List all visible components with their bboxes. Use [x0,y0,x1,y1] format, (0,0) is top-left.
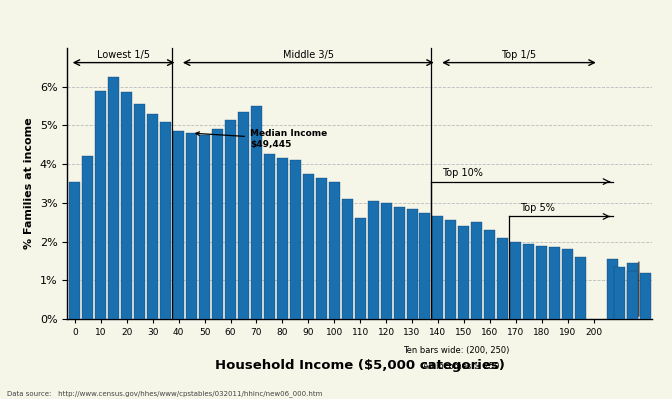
Bar [290,160,301,319]
Bar [368,201,378,319]
Text: Median Income
$49,445: Median Income $49,445 [196,129,327,149]
Text: Middle 3/5: Middle 3/5 [283,49,334,59]
Text: Top 1/5: Top 1/5 [501,49,536,59]
Bar [225,120,236,319]
Bar [69,182,81,319]
Bar [407,209,417,319]
Bar [607,259,618,319]
Bar [497,238,508,319]
Bar [627,271,638,319]
Text: Lowest 1/5: Lowest 1/5 [97,49,150,59]
Text: Top 5%: Top 5% [519,203,554,213]
Bar [134,104,145,319]
Bar [316,178,327,319]
Bar [341,199,353,319]
Bar [549,247,560,319]
Bar [277,158,288,319]
Bar [147,114,159,319]
Bar [199,135,210,319]
Bar [83,156,93,319]
Bar [614,267,625,319]
Bar [419,213,431,319]
X-axis label: Household Income ($5,000 categories): Household Income ($5,000 categories) [214,359,505,372]
Bar [627,263,638,319]
Bar [303,174,314,319]
Bar [485,230,495,319]
Bar [380,203,392,319]
Bar [251,106,262,319]
Bar [122,93,132,319]
Bar [471,222,482,319]
Bar [653,277,664,319]
Text: Top 10%: Top 10% [442,168,482,178]
Bar [264,154,275,319]
Bar [562,249,573,319]
Bar [355,218,366,319]
Bar [536,245,547,319]
Bar [523,244,534,319]
Bar [160,122,171,319]
Bar [433,217,444,319]
Bar [173,131,184,319]
Bar [108,77,120,319]
Bar [510,242,521,319]
Text: Ten bars wide: (200, 250): Ten bars wide: (200, 250) [403,346,509,355]
Bar [329,182,340,319]
Bar [238,112,249,319]
Y-axis label: % Families at income: % Families at income [24,118,34,249]
Text: All incomes ≥ 250: All incomes ≥ 250 [423,362,500,371]
Bar [212,129,223,319]
Bar [394,207,405,319]
Bar [95,91,106,319]
Bar [640,273,651,319]
Bar [666,279,672,319]
Bar [458,226,469,319]
Bar [575,257,586,319]
Text: Data source:   http://www.census.gov/hhes/www/cpstables/032011/hhinc/new06_000.h: Data source: http://www.census.gov/hhes/… [7,390,322,397]
Bar [446,220,456,319]
Bar [186,133,197,319]
